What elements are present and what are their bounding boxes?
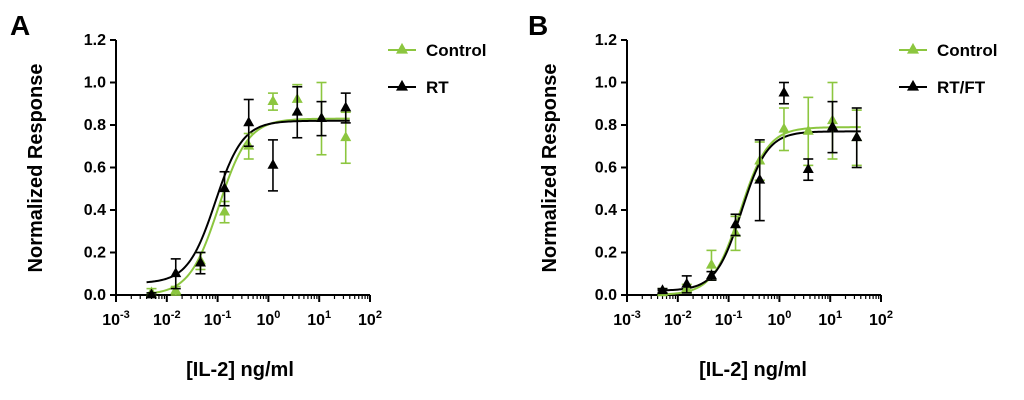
data-point-rt-ft: [730, 213, 742, 237]
x-tick-label: 100: [256, 309, 280, 329]
y-axis-title-a: Normalized Response: [25, 64, 47, 273]
triangle-marker: [681, 277, 693, 288]
legend-label: Control: [426, 41, 486, 60]
y-tick-label: 0.4: [84, 202, 106, 219]
triangle-marker: [267, 158, 279, 169]
triangle-marker: [243, 116, 255, 127]
chart-panel-b: B Normalized Response [IL-2] ng/ml 0.0 0.…: [528, 10, 997, 381]
data-point-rt: [243, 98, 255, 148]
panel-letter-a: A: [10, 10, 30, 41]
y-tick-label: 1.2: [595, 32, 617, 49]
triangle-marker: [340, 131, 352, 142]
y-tick-label: 0.6: [595, 160, 617, 177]
y-tick-label: 0.4: [595, 202, 617, 219]
data-point-rt: [146, 288, 158, 299]
x-tick-label: 102: [869, 309, 893, 329]
triangle-marker: [340, 101, 352, 112]
data-point-rt: [194, 251, 206, 275]
chart-panel-a: A Normalized Response [IL-2] ng/ml 0.0 0.…: [10, 10, 486, 381]
y-tick-label: 0.0: [84, 287, 106, 304]
y-tick-label: 0.8: [595, 117, 617, 134]
triangle-marker: [267, 95, 279, 105]
y-tick-label: 0.8: [84, 117, 106, 134]
data-point-rt: [291, 85, 303, 139]
triangle-marker: [778, 86, 790, 97]
y-tick-label: 0.6: [84, 160, 106, 177]
y-axis-title-b: Normalized Response: [539, 64, 561, 273]
triangle-marker: [219, 182, 231, 193]
x-tick-label: 101: [818, 309, 842, 329]
legend-label: RT/FT: [937, 78, 986, 97]
triangle-marker: [146, 288, 158, 299]
y-tick-label: 0.2: [84, 245, 106, 262]
data-point-rt-ft: [754, 139, 766, 222]
triangle-marker: [170, 267, 182, 278]
x-axis-title-b: [IL-2] ng/ml: [699, 359, 807, 381]
legend-marker: [396, 79, 408, 91]
legend-marker: [396, 42, 408, 54]
x-tick-label: 10-2: [153, 309, 181, 329]
x-tick-label: 10-1: [715, 309, 743, 329]
triangle-marker: [291, 105, 303, 116]
data-point-rt: [170, 258, 182, 290]
triangle-marker: [705, 258, 717, 269]
panel-letter-b: B: [528, 10, 548, 41]
legend-item-control: Control: [388, 41, 486, 60]
legend-label: RT: [426, 78, 449, 97]
data-point-rt-ft: [851, 107, 863, 169]
x-tick-label: 100: [767, 309, 791, 329]
legend-label: Control: [937, 41, 997, 60]
legend-item-rt-ft: RT/FT: [899, 78, 986, 97]
data-point-rt: [267, 139, 279, 192]
y-tick-label: 0.2: [595, 245, 617, 262]
data-point-rt-ft: [705, 269, 717, 281]
x-tick-label: 10-3: [102, 309, 130, 329]
data-point-control: [267, 92, 279, 111]
x-tick-label: 10-1: [204, 309, 232, 329]
triangle-marker: [194, 256, 206, 267]
triangle-marker: [802, 124, 814, 135]
triangle-marker: [316, 112, 328, 122]
triangle-marker: [827, 120, 839, 131]
x-tick-label: 10-3: [613, 309, 641, 329]
data-point-rt-ft: [827, 100, 839, 154]
triangle-marker: [219, 205, 231, 216]
data-point-rt-ft: [778, 81, 790, 105]
data-point-rt-ft: [657, 284, 669, 295]
triangle-marker: [851, 131, 863, 142]
x-tick-label: 101: [307, 309, 331, 329]
y-tick-label: 1.0: [84, 75, 106, 92]
y-tick-label: 1.2: [84, 32, 106, 49]
legend-marker: [907, 79, 919, 91]
data-point-control: [778, 107, 790, 152]
triangle-marker: [705, 269, 717, 280]
y-tick-label: 0.0: [595, 287, 617, 304]
data-point-rt: [219, 170, 231, 207]
triangle-marker: [754, 173, 766, 184]
data-point-rt-ft: [802, 158, 814, 182]
x-tick-label: 102: [358, 309, 382, 329]
x-axis-title-a: [IL-2] ng/ml: [186, 359, 294, 381]
triangle-marker: [730, 218, 742, 229]
triangle-marker: [802, 163, 814, 173]
triangle-marker: [657, 284, 669, 295]
data-point-rt-ft: [681, 275, 693, 294]
legend-item-control: Control: [899, 41, 997, 60]
data-point-control: [802, 96, 814, 167]
legend-marker: [907, 42, 919, 54]
x-tick-label: 10-2: [664, 309, 692, 329]
data-point-rt: [316, 100, 328, 137]
triangle-marker: [778, 122, 790, 133]
y-tick-label: 1.0: [595, 75, 617, 92]
data-point-rt: [340, 92, 352, 124]
legend-item-rt: RT: [388, 78, 449, 97]
